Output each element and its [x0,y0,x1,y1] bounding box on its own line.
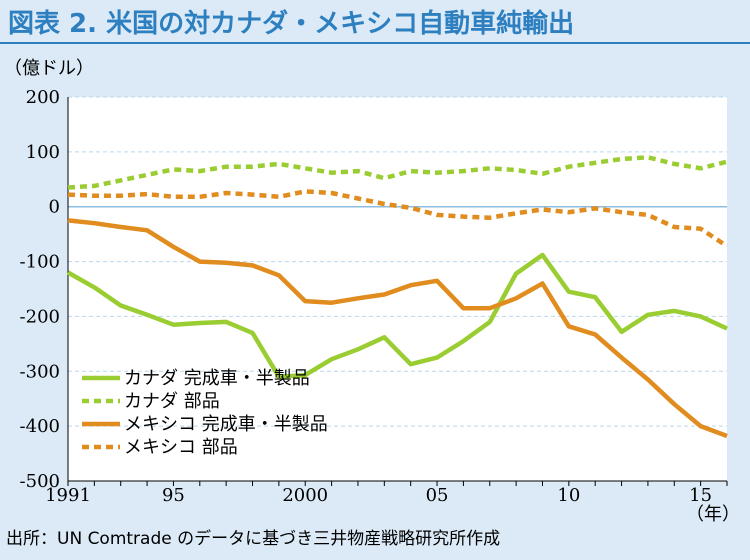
series-line-2 [67,155,728,190]
x-tick-label: 10 [557,485,580,506]
series-line-4 [67,189,729,249]
series-line-1 [66,252,728,380]
legend-label-1: カナダ 完成車・半製品 [124,368,310,389]
y-tick-label: -100 [20,252,60,273]
x-tick-label: 05 [426,485,449,506]
y-tick-label: -300 [20,361,60,382]
y-tick-label: -200 [20,306,60,327]
y-tick-label: -400 [20,416,60,437]
legend-label-4: メキシコ 部品 [124,437,238,458]
x-tick-label: 15 [689,485,712,506]
source-note: 出所：UN Comtrade のデータに基づき三井物産戦略研究所作成 [6,528,500,549]
y-tick-label: 0 [49,197,60,218]
x-tick-label: 1991 [45,485,91,506]
x-tick-label: 2000 [282,485,328,506]
y-axis-label: （億ドル） [4,58,94,79]
y-tick-label: -500 [20,471,60,492]
series-line-3 [67,218,728,439]
chart-title: 図表 2. 米国の対カナダ・メキシコ自動車純輸出 [8,8,574,39]
legend-label-2: カナダ 部品 [124,391,220,412]
x-axis-unit: （年） [686,504,740,525]
legend-label-3: メキシコ 完成車・半製品 [124,414,328,435]
x-tick-label: 95 [162,485,185,506]
y-tick-label: 100 [26,142,60,163]
y-tick-label: 200 [26,87,60,108]
